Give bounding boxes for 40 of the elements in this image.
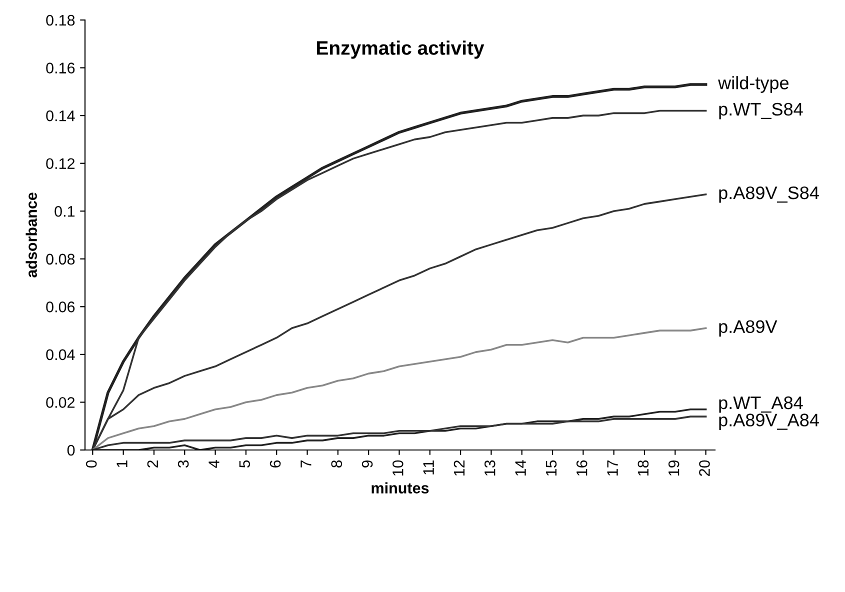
y-tick-label: 0.12	[46, 158, 75, 170]
x-tick-label: 2	[147, 460, 158, 468]
x-tick-label: 17	[607, 460, 618, 476]
x-tick-label: 7	[300, 460, 312, 468]
x-tick-label: 0	[86, 460, 97, 468]
y-tick-label: 0.16	[46, 62, 75, 74]
series-label: p.A89V_S84	[719, 186, 819, 203]
y-tick-label: 0	[67, 444, 75, 456]
y-tick-label: 0.04	[46, 349, 75, 360]
y-tick-label: 0.08	[46, 254, 75, 265]
x-tick-label: 16	[576, 460, 588, 476]
x-tick-label: 6	[270, 460, 281, 468]
series-label: p.A89V	[719, 320, 778, 337]
x-tick-label: 14	[515, 460, 526, 476]
series-label: p.A89V_A84	[719, 414, 819, 430]
series-label: p.WT_A84	[719, 396, 803, 413]
y-axis-title: adsorbance	[26, 192, 37, 278]
x-tick-label: 5	[239, 460, 250, 468]
y-tick-label: 0.1	[54, 206, 75, 217]
y-tick-label: 0.18	[46, 14, 75, 26]
x-axis-title: minutes	[372, 482, 429, 494]
x-tick-label: 4	[208, 460, 220, 468]
x-tick-label: 10	[392, 460, 404, 476]
x-tick-label: 1	[116, 460, 128, 468]
x-tick-label: 9	[362, 460, 373, 468]
x-tick-label: 8	[331, 460, 342, 468]
x-tick-label: 13	[484, 460, 496, 476]
y-tick-label: 0.06	[46, 302, 75, 312]
x-tick-label: 3	[178, 460, 189, 468]
x-tick-label: 11	[423, 460, 434, 474]
series-label: wild-type	[718, 76, 789, 93]
x-tick-label: 12	[454, 460, 464, 476]
x-tick-label: 15	[546, 460, 557, 476]
y-tick-label: 0.14	[46, 110, 75, 122]
x-tick-label: 19	[668, 460, 680, 476]
y-tick-label: 0.02	[46, 397, 75, 408]
series-label: p.WT_S84	[719, 102, 803, 120]
x-tick-label: 20	[699, 460, 710, 476]
text: Enzymatic activity	[317, 40, 484, 59]
x-tick-label: 18	[638, 460, 649, 476]
